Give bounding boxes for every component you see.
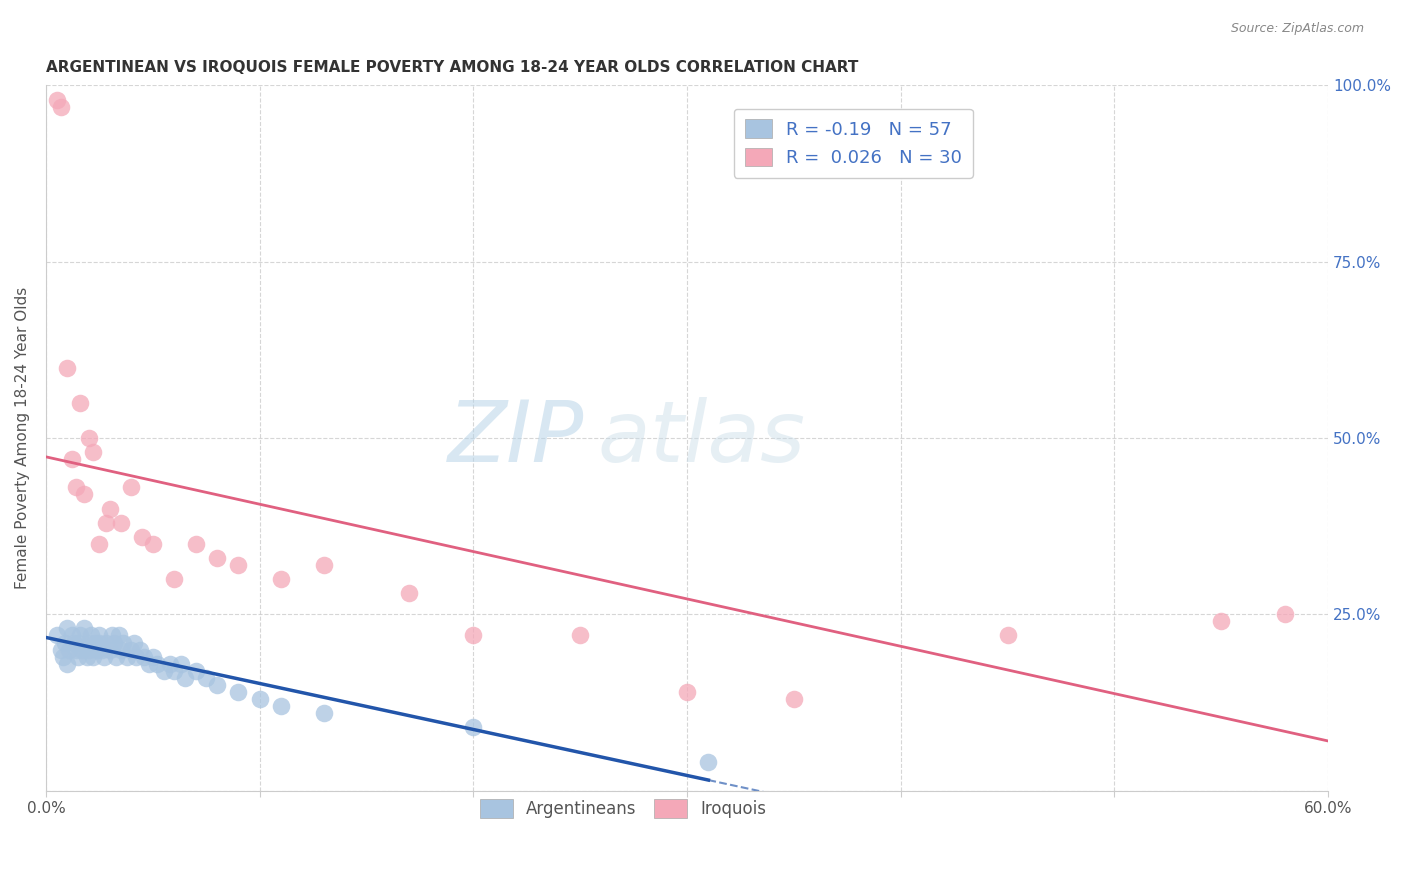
Point [110,642,132,657]
Point [69,396,91,410]
Point [94,516,117,530]
Point [463,628,485,642]
Point [45,93,67,107]
Point [73,487,96,501]
Point [66,649,89,664]
Point [52,649,75,664]
Point [270,698,292,713]
Point [69,628,91,642]
Point [58,642,80,657]
Point [110,516,132,530]
Point [103,635,125,649]
Point [226,558,249,572]
Point [184,537,207,551]
Point [80,628,103,642]
Point [142,649,165,664]
Point [98,642,121,657]
Point [1211,615,1233,629]
Point [82,649,104,664]
Point [398,586,420,600]
Text: Source: ZipAtlas.com: Source: ZipAtlas.com [1230,22,1364,36]
Point [131,530,153,544]
Point [270,572,292,586]
Y-axis label: Female Poverty Among 18-24 Year Olds: Female Poverty Among 18-24 Year Olds [15,287,30,590]
Point [65,642,87,657]
Point [98,501,121,516]
Point [77,635,100,649]
Point [56,622,79,636]
Point [120,480,142,494]
Point [65,480,87,494]
Point [138,657,160,671]
Point [312,558,335,572]
Point [84,635,107,649]
Point [783,692,806,706]
Point [249,692,271,706]
Legend: Argentineans, Iroquois: Argentineans, Iroquois [472,792,773,824]
Point [94,635,117,649]
Point [73,622,96,636]
Point [77,642,100,657]
Point [107,628,129,642]
Point [152,664,174,678]
Point [463,720,485,734]
Point [226,685,249,699]
Point [159,657,181,671]
Point [125,649,148,664]
Point [93,649,115,664]
Point [697,756,720,770]
Text: ZIP: ZIP [449,397,585,480]
Point [89,628,111,642]
Point [89,635,111,649]
Point [115,649,138,664]
Point [60,452,83,467]
Point [56,360,79,375]
Point [312,706,335,720]
Point [49,642,72,657]
Point [184,664,207,678]
Point [62,635,84,649]
Point [195,671,218,685]
Point [86,642,108,657]
Point [142,537,165,551]
Text: ARGENTINEAN VS IROQUOIS FEMALE POVERTY AMONG 18-24 YEAR OLDS CORRELATION CHART: ARGENTINEAN VS IROQUOIS FEMALE POVERTY A… [46,60,858,75]
Point [134,649,156,664]
Point [163,664,186,678]
Point [56,657,79,671]
Point [77,431,100,445]
Point [569,628,592,642]
Point [105,649,128,664]
Point [120,642,142,657]
Point [90,642,112,657]
Point [49,100,72,114]
Point [169,657,191,671]
Point [1274,607,1296,622]
Point [205,678,228,692]
Point [60,628,83,642]
Point [53,635,76,649]
Point [173,671,195,685]
Point [146,657,169,671]
Point [76,649,98,664]
Point [82,445,104,459]
Point [676,685,699,699]
Point [101,628,124,642]
Point [45,628,67,642]
Point [129,642,152,657]
Text: atlas: atlas [598,397,806,480]
Point [66,635,89,649]
Point [122,635,145,649]
Point [205,550,228,565]
Point [111,635,134,649]
Point [89,537,111,551]
Point [997,628,1019,642]
Point [72,642,94,657]
Point [163,572,186,586]
